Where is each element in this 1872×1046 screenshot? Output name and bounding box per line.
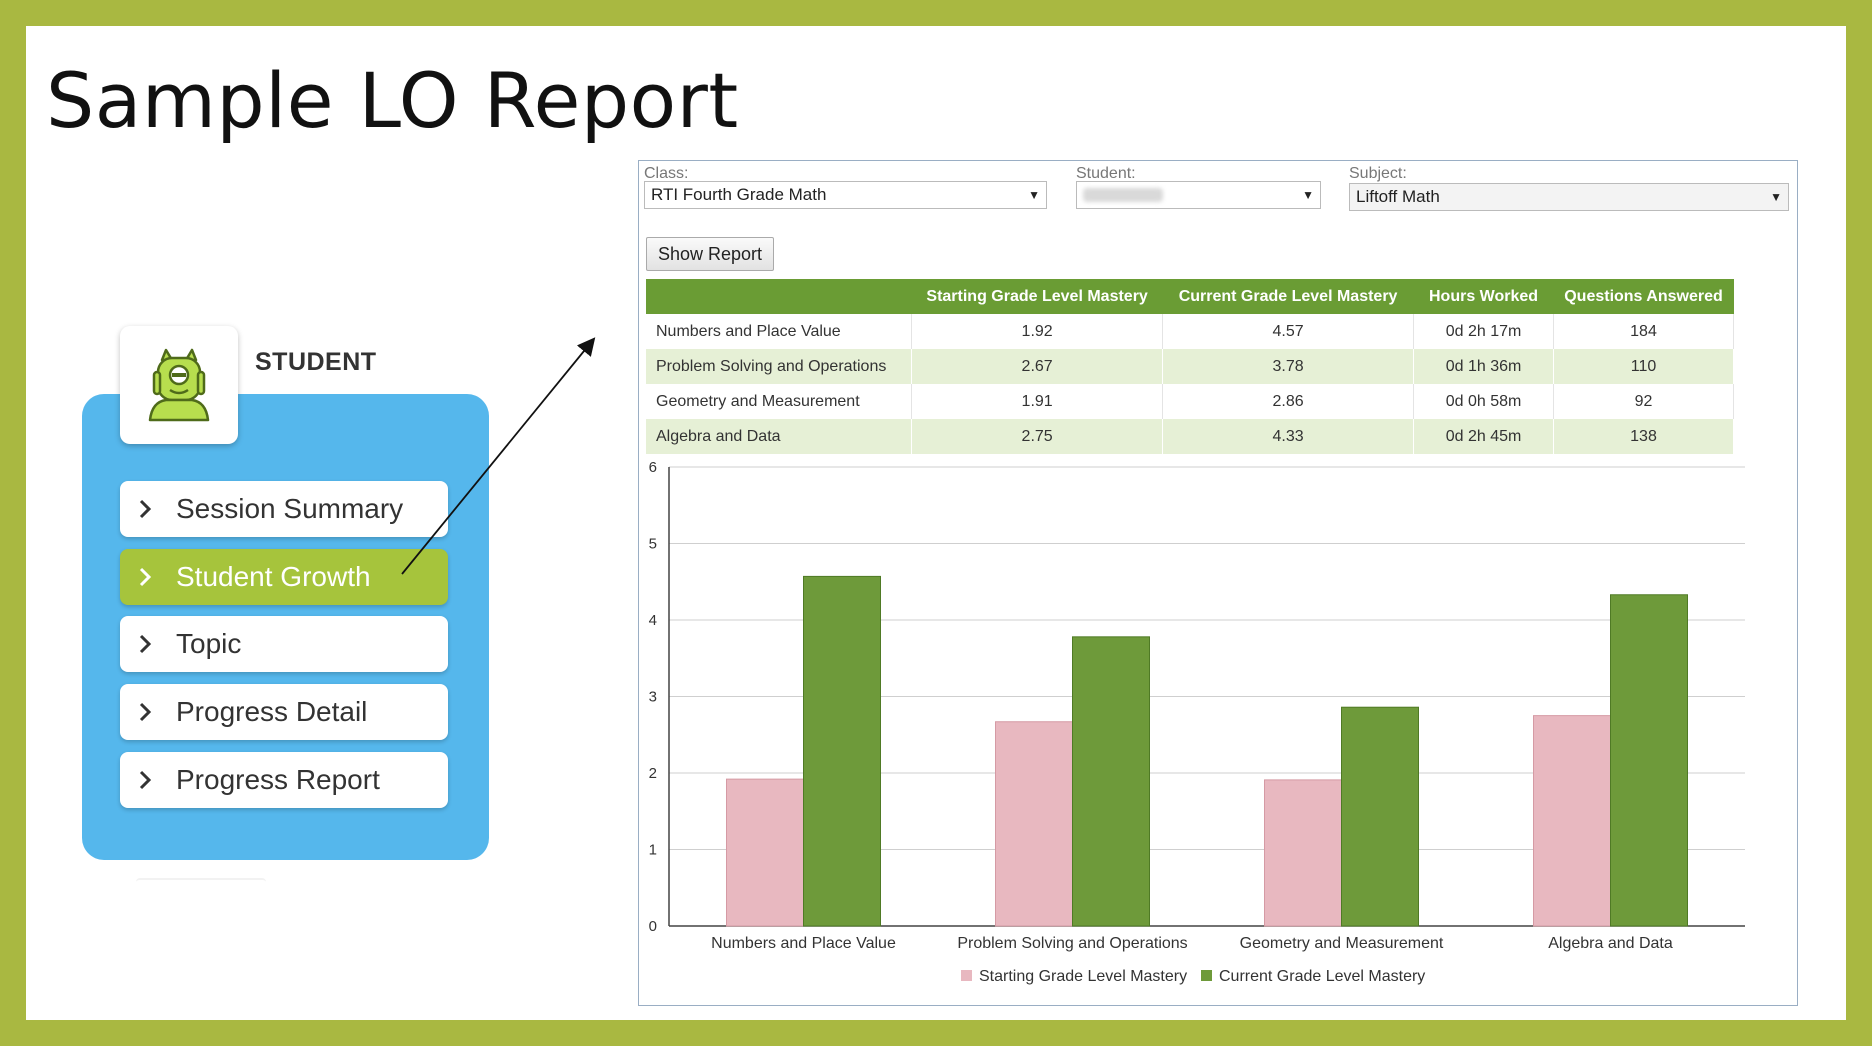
table-cell: 1.92 [911,314,1164,349]
table-cell: Problem Solving and Operations [646,349,913,384]
menu-stub [136,878,266,886]
legend-swatch [1201,970,1212,981]
table-cell: 4.33 [1162,419,1415,454]
chevron-right-icon [138,498,166,520]
bar-current [1610,594,1688,927]
chevron-right-icon [138,566,166,588]
slide: Sample LO Report STUDENT Session Summary [26,26,1846,1020]
robot-icon [148,348,210,422]
bar-starting [726,778,804,927]
menu-item-label: Progress Detail [176,696,368,727]
dropdown-caret-icon: ▼ [1770,190,1782,204]
bar-current [803,575,881,927]
slide-title: Sample LO Report [46,56,739,145]
student-label: Student: [1076,165,1136,182]
dropdown-caret-icon: ▼ [1028,188,1040,202]
column-header: Hours Worked [1413,279,1554,314]
bar-starting [1533,715,1611,927]
table-cell: 4.57 [1162,314,1415,349]
mastery-table: Starting Grade Level Mastery Current Gra… [646,279,1734,454]
subject-select-value: Liftoff Math [1356,187,1440,206]
column-header [646,279,912,314]
y-tick-label: 5 [649,536,657,553]
y-tick-label: 2 [649,765,657,782]
student-heading: STUDENT [255,348,377,376]
mastery-bar-chart: 0 1 2 3 4 5 6 Numbers and Place Value Problem So… [649,459,1745,985]
table-row: Geometry and Measurement 1.91 2.86 0d 0h… [646,384,1734,419]
show-report-button[interactable]: Show Report [646,237,774,271]
menu-item-student-growth[interactable]: Student Growth [120,549,448,605]
chevron-right-icon [138,769,166,791]
student-avatar [120,326,238,444]
menu-item-progress-detail[interactable]: Progress Detail [120,684,448,740]
table-cell: 2.67 [911,349,1164,384]
bar-starting [995,721,1073,927]
table-header-row: Starting Grade Level Mastery Current Gra… [646,279,1734,314]
class-label: Class: [644,165,689,182]
legend-label: Current Grade Level Mastery [1219,968,1425,985]
menu-item-progress-report[interactable]: Progress Report [120,752,448,808]
table-cell: 0d 0h 58m [1413,384,1554,419]
column-header: Questions Answered [1553,279,1734,314]
table-cell: Algebra and Data [646,419,913,454]
x-tick-label: Numbers and Place Value [711,935,896,952]
y-tick-label: 6 [649,459,657,476]
dropdown-caret-icon: ▼ [1302,188,1314,202]
table-cell: 110 [1553,349,1734,384]
column-header: Current Grade Level Mastery [1162,279,1414,314]
table-cell: 92 [1553,384,1734,419]
table-cell: 0d 2h 45m [1413,419,1554,454]
legend-label: Starting Grade Level Mastery [979,968,1187,985]
table-cell: 3.78 [1162,349,1415,384]
menu-item-label: Student Growth [176,561,371,592]
bar-current [1072,636,1150,927]
student-select[interactable]: ▼ [1076,181,1321,209]
table-cell: 0d 2h 17m [1413,314,1554,349]
bar-starting [1264,779,1342,927]
menu-item-label: Session Summary [176,493,404,524]
subject-select[interactable]: Liftoff Math ▼ [1349,183,1789,211]
bar-current [1341,706,1419,927]
table-cell: 1.91 [911,384,1164,419]
table-row: Problem Solving and Operations 2.67 3.78… [646,349,1734,384]
table-cell: 0d 1h 36m [1413,349,1554,384]
table-row: Numbers and Place Value 1.92 4.57 0d 2h … [646,314,1734,349]
table-cell: 184 [1553,314,1734,349]
x-tick-label: Geometry and Measurement [1240,935,1444,952]
menu-item-label: Progress Report [176,764,380,795]
x-tick-label: Problem Solving and Operations [957,935,1187,952]
y-tick-label: 0 [649,918,657,935]
y-tick-label: 3 [649,689,657,706]
table-cell: 2.75 [911,419,1164,454]
pointer-arrow [401,337,596,575]
table-cell: 2.86 [1162,384,1415,419]
class-select[interactable]: RTI Fourth Grade Math ▼ [644,181,1047,209]
subject-label: Subject: [1349,165,1407,182]
x-tick-label: Algebra and Data [1548,935,1673,952]
chevron-right-icon [138,701,166,723]
blurred-student-name [1083,188,1163,202]
table-cell: Geometry and Measurement [646,384,913,419]
legend-swatch [961,970,972,981]
menu-item-session-summary[interactable]: Session Summary [120,481,448,537]
table-cell: Numbers and Place Value [646,314,913,349]
class-select-value: RTI Fourth Grade Math [651,185,827,204]
chevron-right-icon [138,633,166,655]
table-row: Algebra and Data 2.75 4.33 0d 2h 45m 138 [646,419,1734,454]
report-panel: Class: RTI Fourth Grade Math ▼ Student: … [638,160,1798,1006]
menu-item-topic[interactable]: Topic [120,616,448,672]
y-tick-label: 1 [649,842,657,859]
menu-item-label: Topic [176,628,242,659]
y-tick-label: 4 [649,612,657,629]
table-cell: 138 [1553,419,1734,454]
column-header: Starting Grade Level Mastery [911,279,1163,314]
